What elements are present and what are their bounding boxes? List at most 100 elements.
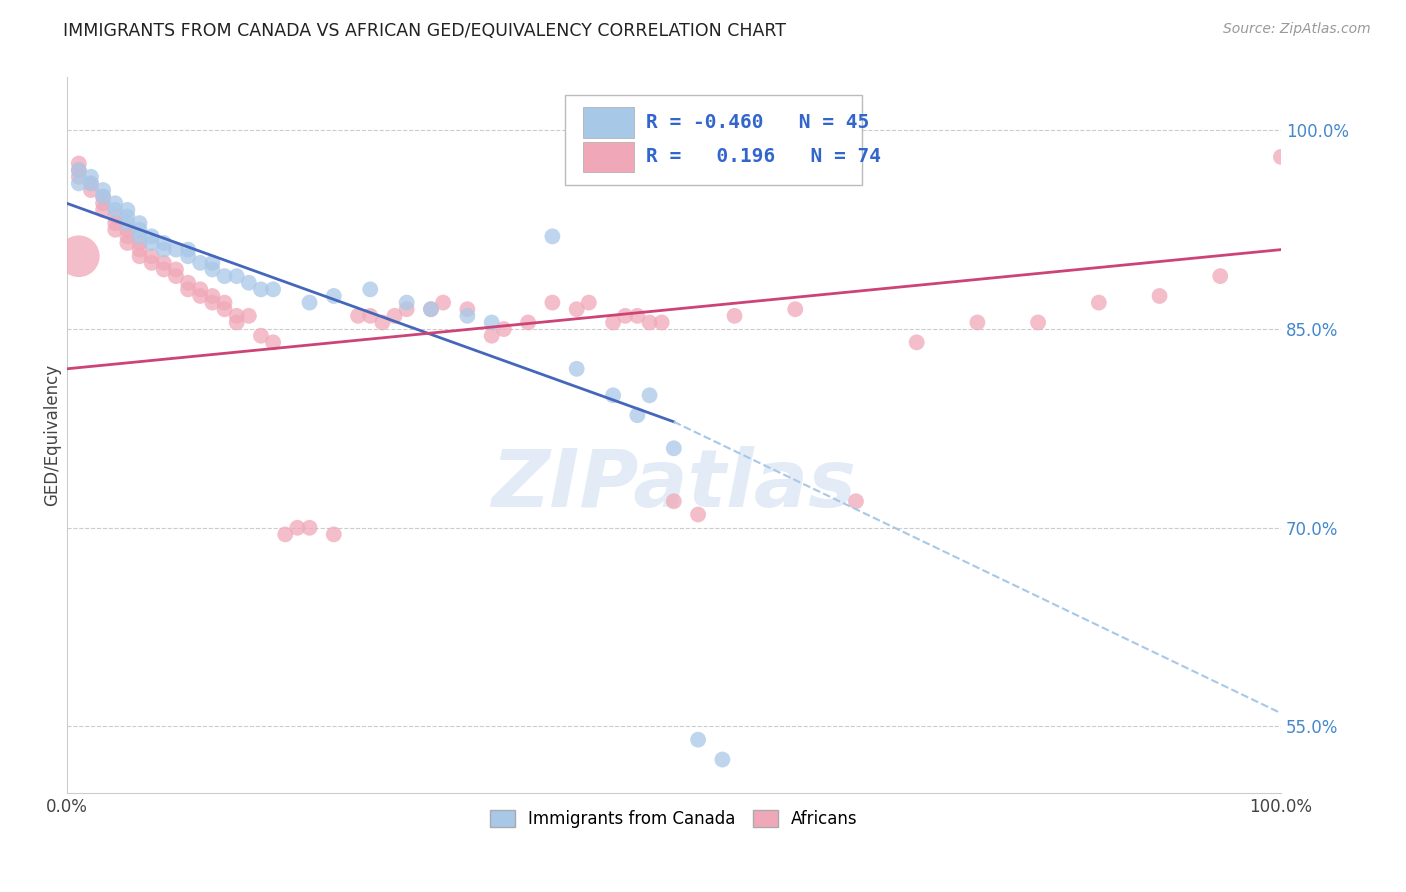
Point (80, 177, 103, 191)
Point (565, 361, 588, 376)
Point (420, 302, 443, 317)
Point (128, 216, 150, 230)
Point (541, 295, 564, 310)
Point (371, 316, 394, 330)
Point (287, 521, 309, 535)
Point (128, 229, 150, 244)
Point (662, 494, 685, 508)
Point (905, 335, 928, 350)
Point (117, 229, 139, 244)
Point (359, 309, 381, 323)
Point (177, 276, 200, 290)
Point (638, 388, 661, 402)
Point (153, 243, 176, 257)
Point (602, 316, 624, 330)
Point (395, 295, 418, 310)
Point (104, 216, 127, 230)
Point (298, 295, 321, 310)
Point (456, 309, 478, 323)
Point (456, 302, 478, 317)
Point (225, 269, 247, 284)
Point (395, 302, 418, 317)
Point (565, 302, 588, 317)
Point (723, 309, 745, 323)
Point (141, 249, 163, 263)
Point (214, 269, 236, 284)
Point (117, 202, 139, 217)
Point (711, 753, 734, 767)
Point (688, 732, 710, 747)
Point (322, 289, 344, 303)
Point (128, 249, 150, 263)
Point (104, 223, 127, 237)
Point (298, 521, 321, 535)
Point (250, 282, 273, 296)
Legend: Immigrants from Canada, Africans: Immigrants from Canada, Africans (484, 803, 865, 834)
Point (614, 309, 637, 323)
Point (91, 183, 114, 197)
Point (420, 302, 443, 317)
Point (80, 183, 103, 197)
Point (165, 262, 187, 277)
Point (141, 229, 163, 244)
Point (201, 262, 224, 277)
Y-axis label: GED/Equivalency: GED/Equivalency (44, 364, 60, 506)
Point (117, 235, 139, 250)
Point (785, 302, 807, 317)
Point (117, 216, 139, 230)
Point (67, 249, 90, 263)
Point (80, 177, 103, 191)
FancyBboxPatch shape (582, 142, 634, 172)
Text: IMMIGRANTS FROM CANADA VS AFRICAN GED/EQUIVALENCY CORRELATION CHART: IMMIGRANTS FROM CANADA VS AFRICAN GED/EQ… (63, 22, 786, 40)
Point (188, 256, 211, 270)
Point (481, 328, 503, 343)
Point (274, 527, 297, 541)
Point (214, 302, 236, 317)
Point (688, 508, 710, 522)
Point (845, 494, 868, 508)
Point (250, 328, 273, 343)
Point (91, 189, 114, 203)
Point (128, 223, 150, 237)
Text: R = -0.460   N = 45: R = -0.460 N = 45 (645, 113, 869, 132)
Point (662, 442, 685, 456)
Point (578, 295, 600, 310)
Point (238, 276, 260, 290)
Point (117, 210, 139, 224)
Point (262, 335, 284, 350)
Point (541, 229, 564, 244)
FancyBboxPatch shape (582, 107, 634, 137)
Point (201, 289, 224, 303)
Point (651, 316, 673, 330)
Point (1088, 295, 1111, 310)
Point (165, 243, 187, 257)
Point (262, 282, 284, 296)
Point (153, 256, 176, 270)
Point (67, 163, 90, 178)
Point (1209, 269, 1232, 284)
Text: Source: ZipAtlas.com: Source: ZipAtlas.com (1223, 22, 1371, 37)
Point (225, 316, 247, 330)
Point (67, 156, 90, 170)
Point (104, 196, 127, 211)
Point (359, 282, 381, 296)
Point (67, 177, 90, 191)
Point (177, 249, 200, 263)
Point (67, 169, 90, 184)
Point (117, 223, 139, 237)
Point (201, 295, 224, 310)
Point (1026, 316, 1049, 330)
Point (91, 189, 114, 203)
Point (238, 309, 260, 323)
Point (1270, 150, 1292, 164)
Point (1149, 289, 1171, 303)
Point (165, 269, 187, 284)
FancyBboxPatch shape (565, 95, 862, 185)
Point (347, 309, 370, 323)
Point (966, 316, 988, 330)
Point (91, 196, 114, 211)
Point (177, 243, 200, 257)
Point (104, 202, 127, 217)
Point (67, 163, 90, 178)
Point (492, 322, 515, 336)
